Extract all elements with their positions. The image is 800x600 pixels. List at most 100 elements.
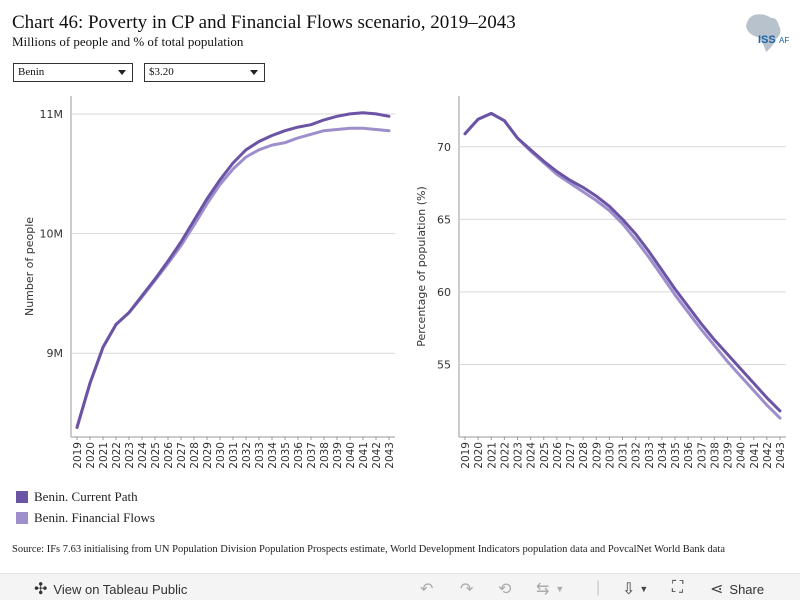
x-tick-label: 2039 (723, 442, 735, 469)
refresh-button[interactable]: ⇆ ▼ (536, 579, 564, 599)
chevron-down-icon: ▼ (555, 584, 565, 594)
x-tick-label: 2034 (267, 442, 279, 469)
x-tick-label: 2032 (241, 442, 253, 469)
legend-swatch-current-path (16, 490, 28, 503)
x-tick-label: 2041 (358, 442, 370, 469)
chevron-down-icon (118, 70, 126, 75)
x-tick-label: 2020 (85, 442, 97, 469)
x-tick-label: 2041 (749, 442, 761, 469)
revert-icon: ⟲ (498, 581, 512, 598)
x-tick-label: 2028 (578, 442, 590, 469)
view-on-tableau-link[interactable]: ✣ View on Tableau Public (34, 579, 187, 599)
y-tick-label: 9M (47, 347, 64, 360)
country-select-value: Benin (18, 66, 45, 78)
x-tick-label: 2042 (371, 442, 383, 469)
series-line-financial-flows (75, 126, 391, 429)
x-tick-label: 2034 (657, 442, 669, 469)
view-on-tableau-label: View on Tableau Public (53, 581, 188, 597)
legend-item-current-path[interactable]: Benin. Current Path (16, 486, 155, 507)
x-tick-label: 2040 (736, 442, 748, 469)
undo-button[interactable]: ↶ (420, 579, 433, 599)
x-tick-label: 2029 (591, 442, 603, 469)
source-note: Source: IFs 7.63 initialising from UN Po… (12, 544, 725, 555)
chevron-down-icon (250, 70, 258, 75)
x-tick-label: 2021 (486, 442, 498, 469)
legend: Benin. Current Path Benin. Financial Flo… (16, 486, 155, 528)
tableau-toolbar: ✣ View on Tableau Public ↶ ↷ ⟲ ⇆ ▼ | ⇩ ▼ ⛶… (0, 573, 800, 600)
x-tick-label: 2038 (709, 442, 721, 469)
x-tick-label: 2039 (332, 442, 344, 469)
series-line-current-path (75, 111, 391, 429)
y-tick-label: 11M (40, 108, 64, 121)
x-tick-label: 2027 (565, 442, 577, 469)
toolbar-divider: | (596, 579, 601, 596)
x-tick-label: 2029 (202, 442, 214, 469)
legend-item-financial-flows[interactable]: Benin. Financial Flows (16, 507, 155, 528)
y-tick-label: 70 (437, 141, 451, 154)
download-button[interactable]: ⇩ ▼ (622, 579, 648, 599)
undo-icon: ↶ (420, 581, 434, 598)
legend-label-current-path: Benin. Current Path (34, 488, 138, 504)
x-tick-label: 2028 (189, 442, 201, 469)
logo-text: ISS (758, 34, 776, 46)
redo-icon: ↷ (460, 581, 474, 598)
x-tick-label: 2021 (98, 442, 110, 469)
chart-subtitle: Millions of people and % of total popula… (12, 34, 244, 49)
x-tick-label: 2043 (775, 442, 787, 469)
refresh-icon: ⇆ (536, 581, 550, 598)
legend-swatch-financial-flows (16, 511, 28, 524)
share-button[interactable]: ⋖ Share (710, 579, 764, 599)
x-tick-label: 2023 (513, 442, 525, 469)
x-tick-label: 2037 (696, 442, 708, 469)
share-label: Share (729, 581, 765, 597)
country-select[interactable]: Benin (13, 63, 133, 82)
x-tick-label: 2026 (552, 442, 564, 469)
series-line-current-path (463, 111, 782, 413)
x-tick-label: 2031 (228, 442, 240, 469)
x-tick-label: 2024 (137, 442, 149, 469)
x-tick-label: 2038 (319, 442, 331, 469)
logo-suffix: AFI (779, 36, 790, 45)
fullscreen-button[interactable]: ⛶ (672, 579, 683, 597)
y-axis-label: Percentage of population (%) (415, 186, 428, 347)
x-tick-label: 2032 (631, 442, 643, 469)
x-tick-label: 2025 (539, 442, 551, 469)
chart-title: Chart 46: Poverty in CP and Financial Fl… (12, 12, 516, 33)
fullscreen-icon: ⛶ (672, 579, 684, 596)
x-tick-label: 2026 (163, 442, 175, 469)
x-tick-label: 2019 (460, 442, 472, 469)
poverty-line-select-value: $3.20 (149, 66, 174, 78)
share-icon: ⋖ (710, 581, 724, 598)
x-tick-label: 2036 (293, 442, 305, 469)
x-tick-label: 2023 (124, 442, 136, 469)
revert-button[interactable]: ⟲ (498, 579, 511, 599)
x-tick-label: 2019 (72, 442, 84, 469)
x-tick-label: 2033 (254, 442, 266, 469)
y-axis-label: Number of people (23, 217, 36, 316)
x-tick-label: 2035 (670, 442, 682, 469)
x-tick-label: 2042 (762, 442, 774, 469)
x-tick-label: 2040 (345, 442, 357, 469)
x-tick-label: 2020 (473, 442, 485, 469)
x-tick-label: 2031 (618, 442, 630, 469)
tableau-logo-icon: ✣ (34, 581, 48, 598)
y-tick-label: 60 (437, 286, 451, 299)
download-icon: ⇩ (622, 581, 636, 598)
y-tick-label: 55 (437, 358, 451, 371)
x-tick-label: 2035 (280, 442, 292, 469)
x-tick-label: 2024 (526, 442, 538, 469)
redo-button[interactable]: ↷ (460, 579, 473, 599)
x-tick-label: 2022 (499, 442, 511, 469)
x-tick-label: 2043 (384, 442, 396, 469)
chevron-down-icon: ▼ (639, 584, 649, 594)
legend-label-financial-flows: Benin. Financial Flows (34, 509, 155, 525)
poverty-line-select[interactable]: $3.20 (144, 63, 265, 82)
x-tick-label: 2027 (176, 442, 188, 469)
x-tick-label: 2022 (111, 442, 123, 469)
x-tick-label: 2025 (150, 442, 162, 469)
y-tick-label: 10M (40, 228, 64, 241)
y-tick-label: 65 (437, 213, 451, 226)
x-tick-label: 2030 (215, 442, 227, 469)
series-line-financial-flows (463, 111, 782, 420)
